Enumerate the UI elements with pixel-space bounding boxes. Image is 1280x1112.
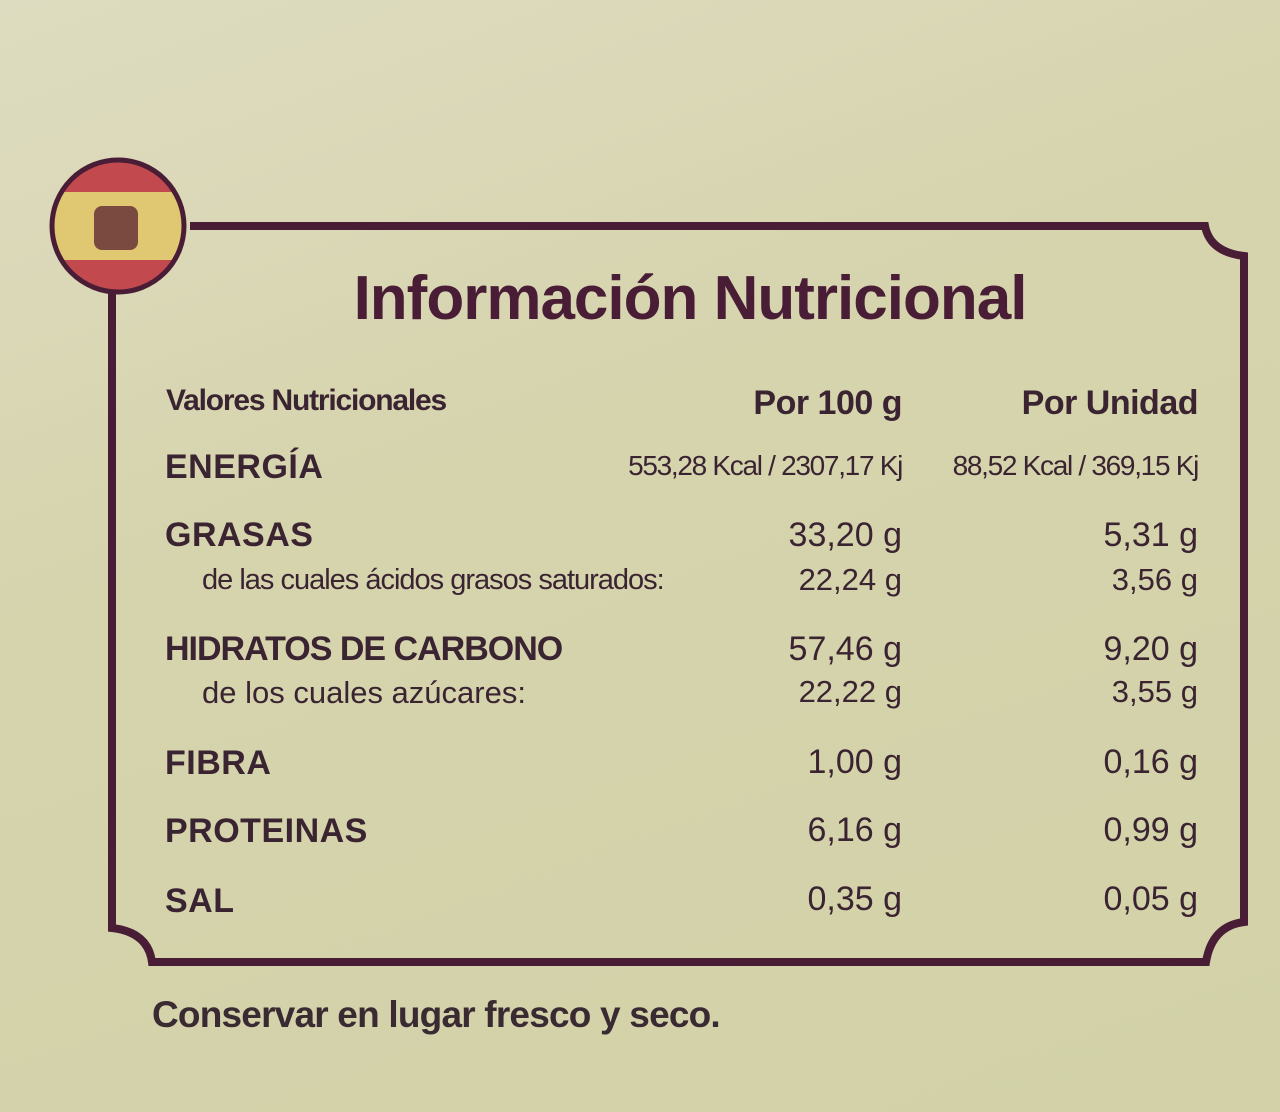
row-label: ENERGÍA: [165, 448, 324, 486]
value: 3,55 g: [1111, 674, 1198, 709]
value: 0,35 g: [807, 880, 902, 918]
value: 57,46 g: [788, 630, 902, 668]
value: 3,56 g: [1111, 562, 1198, 597]
row-label: SAL: [165, 882, 235, 920]
value: 553,28 Kcal / 2307,17 Kj: [628, 450, 903, 481]
row-label: HIDRATOS DE CARBONO: [165, 630, 563, 668]
spanish-flag: [52, 160, 184, 292]
row-label: FIBRA: [165, 744, 272, 782]
header-cell: Por 100 g: [753, 384, 902, 422]
value: 1,00 g: [807, 743, 902, 781]
footer-note: Conservar en lugar fresco y seco.: [152, 994, 721, 1035]
row-label: de los cuales azúcares:: [202, 675, 526, 710]
value: 9,20 g: [1103, 630, 1198, 668]
value: 88,52 Kcal / 369,15 Kj: [952, 450, 1200, 481]
value: 5,31 g: [1103, 516, 1198, 554]
value: 0,99 g: [1103, 811, 1198, 849]
header-cell: Por Unidad: [1021, 384, 1199, 422]
value: 6,16 g: [807, 811, 902, 849]
border: [108, 222, 1248, 966]
header-cell: Valores Nutricionales: [166, 384, 447, 417]
value: 0,05 g: [1103, 880, 1198, 918]
row-label: de las cuales ácidos grasos saturados:: [202, 564, 665, 596]
value: 22,24 g: [798, 562, 902, 597]
row-label: PROTEINAS: [165, 812, 368, 850]
value: 0,16 g: [1103, 743, 1198, 781]
value: 33,20 g: [788, 516, 902, 554]
value: 22,22 g: [798, 674, 902, 709]
title: Información Nutricional: [353, 264, 1028, 333]
row-label: GRASAS: [165, 516, 314, 554]
